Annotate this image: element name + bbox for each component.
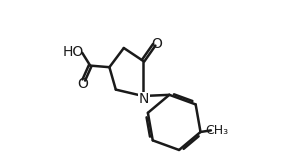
Text: HO: HO <box>63 44 84 59</box>
Text: O: O <box>78 76 88 91</box>
Text: O: O <box>151 37 162 51</box>
Text: N: N <box>139 92 149 106</box>
Text: CH₃: CH₃ <box>205 124 229 137</box>
